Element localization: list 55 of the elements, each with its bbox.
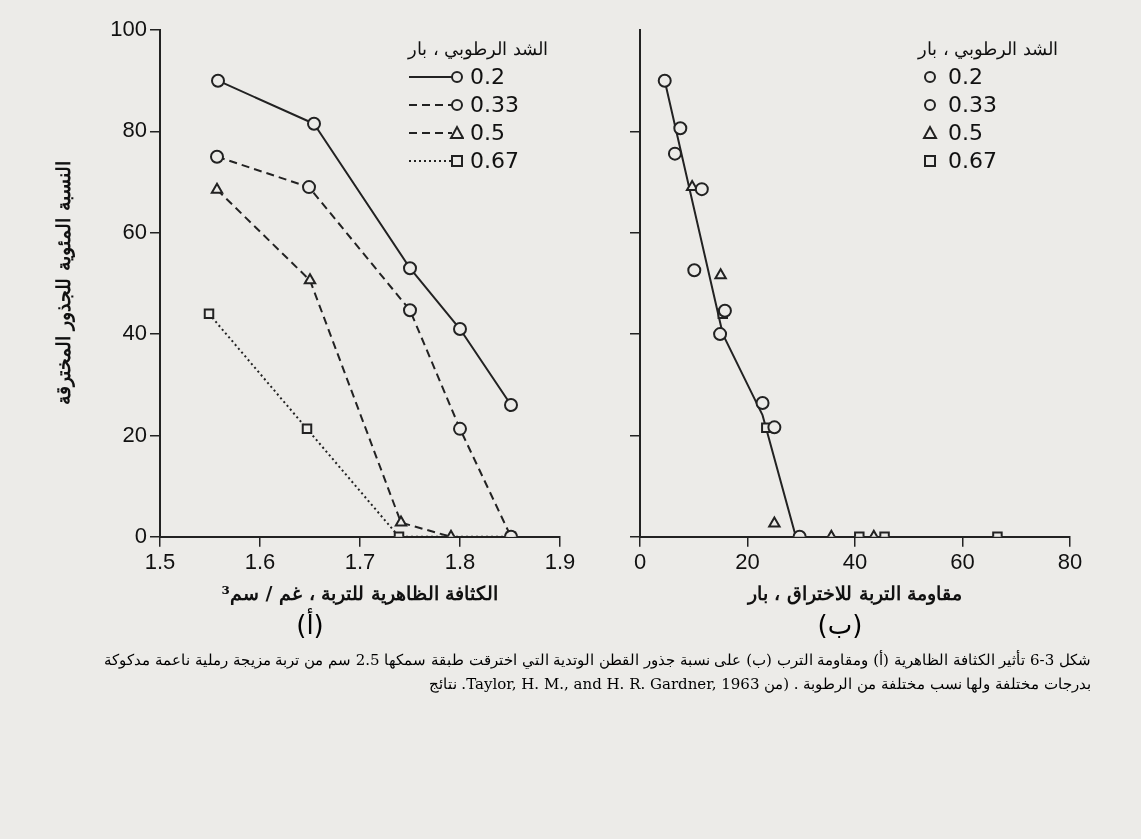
x-tick-label: 40 bbox=[842, 549, 868, 575]
point bbox=[394, 515, 408, 527]
x-tick-label: 80 bbox=[1057, 549, 1083, 575]
y-tick-label: 0 bbox=[134, 522, 147, 548]
y-tick-label: 20 bbox=[122, 421, 147, 447]
point bbox=[403, 261, 417, 276]
point bbox=[657, 73, 672, 88]
point bbox=[210, 182, 224, 194]
legend-title: الشد الرطوبي ، بار bbox=[408, 38, 549, 59]
y-tick-label: 80 bbox=[122, 117, 147, 143]
point bbox=[453, 421, 467, 436]
point bbox=[211, 73, 225, 88]
x-axis-title: مقاومة التربة للاختراق ، بار bbox=[745, 581, 963, 605]
x-tick-label: 60 bbox=[950, 549, 975, 575]
point bbox=[768, 516, 781, 528]
legend-label: 0.67 bbox=[948, 147, 997, 175]
point bbox=[210, 149, 224, 164]
legend-label: 0.33 bbox=[948, 91, 997, 119]
legend-label: 0.2 bbox=[948, 63, 983, 91]
x-axis-title: الكثافة الظاهرية للتربة ، غم / سم³ bbox=[221, 581, 499, 605]
point bbox=[667, 146, 682, 161]
point bbox=[694, 182, 709, 197]
y-axis-title: النسبة المئوية للجذور المخترقة bbox=[52, 161, 76, 406]
point bbox=[504, 398, 518, 413]
point bbox=[714, 268, 727, 280]
x-tick-label: 1.7 bbox=[344, 549, 376, 575]
x-tick-label: 1.5 bbox=[144, 549, 176, 575]
legend-label: 0.5 bbox=[948, 119, 983, 147]
x-tick-label: 0 bbox=[633, 549, 647, 575]
legend-label: 0.5 bbox=[470, 119, 505, 147]
legend-label: 0.2 bbox=[470, 63, 505, 91]
y-tick-label: 60 bbox=[122, 218, 147, 244]
x-tick-label: 1.8 bbox=[444, 549, 476, 575]
legend-label: 0.33 bbox=[470, 91, 519, 119]
point bbox=[453, 322, 467, 337]
legend-title: الشد الرطوبي ، بار bbox=[918, 38, 1059, 59]
y-tick-label: 40 bbox=[122, 320, 147, 346]
x-tick-label: 1.9 bbox=[544, 549, 576, 575]
text: (ب) bbox=[817, 610, 863, 640]
point bbox=[713, 327, 728, 342]
x-tick-label: 1.6 bbox=[244, 549, 276, 575]
point bbox=[673, 121, 688, 136]
point bbox=[687, 263, 702, 278]
point bbox=[717, 303, 732, 318]
legend-label: 0.67 bbox=[470, 147, 519, 175]
point bbox=[303, 273, 317, 285]
x-tick-label: 20 bbox=[735, 549, 760, 575]
point bbox=[301, 423, 313, 435]
point bbox=[203, 308, 215, 320]
point bbox=[403, 303, 417, 318]
text: (أ) bbox=[296, 610, 324, 640]
y-tick-label: 100 bbox=[110, 16, 147, 42]
point bbox=[307, 116, 321, 131]
point bbox=[302, 180, 316, 195]
text: شكل 3-6 تأثير الكثافة الظاهرية (أ) ومقاومة الترب (ب) على نسبة جذور القطن الوتدية التي اخترقت طبقة سمكها 2.5 سم من تربة مزيجة رملية ناعمة مدكوكة بدرجات مختلفة ولها نسب مختلفة من الرطوبة . (من Taylor, H. M., and H. R. Gardner, 1963. نتائج bbox=[103, 649, 1091, 695]
